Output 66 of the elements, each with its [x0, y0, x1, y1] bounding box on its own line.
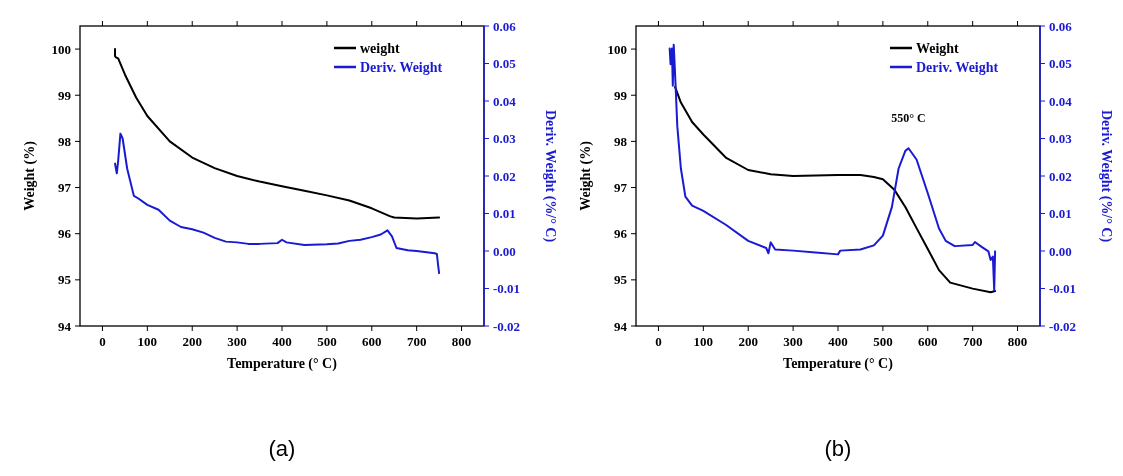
y-tick-label: 98	[614, 133, 628, 149]
annotation: 550° C	[891, 111, 926, 126]
x-tick-label: 300	[783, 334, 803, 349]
y-tick-label: 99	[58, 87, 72, 103]
y2-tick-label: 0.04	[493, 93, 517, 109]
y2-tick-label: -0.01	[493, 281, 521, 297]
legend-label: Weight	[916, 40, 960, 56]
y2-tick-label: 0.06	[1049, 18, 1073, 34]
y2-tick-label: 0.01	[493, 206, 516, 222]
x-axis-title: Temperature (° C)	[783, 356, 894, 372]
y-tick-label: 95	[614, 272, 628, 288]
y2-tick-label: -0.02	[1049, 318, 1077, 334]
line-series	[668, 43, 997, 291]
y-tick-label: 95	[58, 272, 72, 288]
legend-label: Deriv. Weight	[360, 59, 443, 75]
legend-label: Deriv. Weight	[916, 59, 999, 75]
y-tick-label: 94	[614, 318, 628, 334]
x-tick-label: 0	[99, 334, 106, 349]
y2-tick-label: 0.03	[1049, 131, 1073, 147]
x-tick-label: 100	[693, 334, 714, 349]
x-tick-label: 100	[137, 334, 158, 349]
x-tick-label: 500	[317, 334, 337, 349]
y2-tick-label: 0.00	[1049, 243, 1072, 259]
y2-tick-label: 0.02	[1049, 168, 1072, 184]
x-tick-label: 300	[227, 334, 247, 349]
y-tick-label: 96	[614, 226, 628, 242]
y-tick-label: 99	[614, 87, 628, 103]
y2-axis-title: Deriv. Weight (%/° C)	[542, 109, 558, 243]
legend-label: weight	[360, 40, 400, 56]
x-tick-label: 700	[962, 334, 983, 349]
y2-tick-label: 0.04	[1049, 93, 1073, 109]
x-tick-label: 200	[738, 334, 758, 349]
line-series	[674, 85, 997, 294]
x-tick-label: 600	[918, 334, 938, 349]
x-tick-label: 0	[655, 334, 662, 349]
x-tick-label: 200	[182, 334, 202, 349]
y-tick-label: 100	[607, 41, 627, 57]
line-series	[114, 132, 441, 275]
y-tick-label: 100	[51, 41, 71, 57]
y2-tick-label: 0.00	[493, 243, 516, 259]
x-tick-label: 600	[362, 334, 382, 349]
y2-tick-label: -0.02	[493, 318, 521, 334]
y-tick-label: 96	[58, 226, 72, 242]
x-tick-label: 400	[828, 334, 848, 349]
x-tick-label: 500	[873, 334, 893, 349]
y2-tick-label: 0.03	[493, 131, 517, 147]
text: (b)	[824, 436, 852, 461]
y2-tick-label: 0.05	[1049, 56, 1073, 72]
y2-tick-label: -0.01	[1049, 281, 1077, 297]
text: (a)	[268, 436, 296, 461]
y-axis-title: Weight (%)	[578, 140, 594, 211]
x-tick-label: 400	[272, 334, 292, 349]
x-tick-label: 700	[406, 334, 427, 349]
y-axis-title: Weight (%)	[22, 140, 38, 211]
y2-tick-label: 0.06	[493, 18, 517, 34]
y2-tick-label: 0.02	[493, 168, 516, 184]
y-tick-label: 94	[58, 318, 72, 334]
x-axis-title: Temperature (° C)	[227, 356, 338, 372]
y2-axis-title: Deriv. Weight (%/° C)	[1098, 109, 1114, 243]
x-tick-label: 800	[1007, 334, 1028, 349]
y-tick-label: 97	[58, 180, 72, 196]
x-tick-label: 800	[451, 334, 472, 349]
y-tick-label: 98	[58, 133, 72, 149]
y-tick-label: 97	[614, 180, 628, 196]
y2-tick-label: 0.05	[493, 56, 517, 72]
y2-tick-label: 0.01	[1049, 206, 1072, 222]
